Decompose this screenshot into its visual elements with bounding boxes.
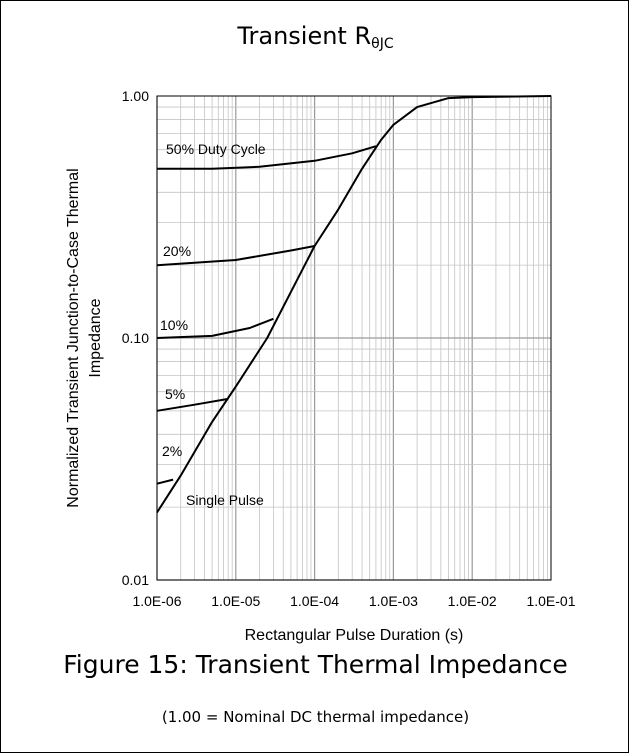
series-line bbox=[156, 397, 229, 412]
series-line bbox=[156, 478, 174, 485]
series-20-: 20% bbox=[156, 243, 315, 267]
series-line bbox=[156, 317, 274, 339]
x-tick-label: 1.0E-06 bbox=[132, 593, 181, 609]
x-tick-label: 1.0E-01 bbox=[526, 593, 575, 609]
x-tick-label: 1.0E-03 bbox=[369, 593, 418, 609]
series-10-: 10% bbox=[156, 317, 274, 339]
tick-labels: 1.0E-06 1.0E-05 1.0E-04 1.0E-03 1.0E-02 1.0E-… bbox=[122, 88, 576, 609]
y-axis-label-line: Normalized Transient Junction-to-Case Th… bbox=[65, 168, 82, 507]
x-tick-label: 1.0E-02 bbox=[448, 593, 497, 609]
x-tick-label: 1.0E-05 bbox=[211, 593, 260, 609]
series-label: 10% bbox=[160, 317, 188, 333]
series-label: 5% bbox=[165, 386, 185, 402]
series-label: 2% bbox=[162, 443, 182, 459]
series-line bbox=[157, 145, 377, 170]
chart-plot: Single Pulse 50% Duty Cycle 20% 10% 5% 2% 1.0… bbox=[65, 88, 576, 644]
series-50-: 50% Duty Cycle bbox=[157, 141, 377, 170]
series-label: Single Pulse bbox=[186, 492, 264, 508]
x-axis-label: Rectangular Pulse Duration (s) bbox=[245, 627, 464, 644]
series-line bbox=[156, 95, 552, 514]
figure-note: (1.00 = Nominal DC thermal impedance) bbox=[161, 708, 470, 726]
x-tick-label: 1.0E-04 bbox=[290, 593, 339, 609]
series-label: 50% Duty Cycle bbox=[166, 141, 266, 157]
grid-lines bbox=[156, 96, 551, 581]
chart-title-subscript: θJC bbox=[371, 36, 394, 52]
y-tick-label: 1.00 bbox=[122, 88, 149, 104]
series-5-: 5% bbox=[156, 386, 229, 412]
chart-title: Transient RθJC bbox=[237, 22, 394, 52]
series-layer: Single Pulse 50% Duty Cycle 20% 10% 5% 2% bbox=[156, 95, 552, 514]
y-axis-label: Normalized Transient Junction-to-Case Th… bbox=[65, 168, 104, 507]
y-tick-label: 0.10 bbox=[122, 330, 149, 346]
series-line bbox=[156, 245, 315, 267]
series-single-pulse: Single Pulse bbox=[156, 95, 552, 514]
y-tick-label: 0.01 bbox=[122, 572, 149, 588]
series-label: 20% bbox=[163, 243, 191, 259]
series-2-: 2% bbox=[156, 443, 182, 485]
figure-caption: Figure 15: Transient Thermal Impedance bbox=[63, 650, 568, 679]
y-axis-label-line: Impedance bbox=[87, 298, 104, 377]
